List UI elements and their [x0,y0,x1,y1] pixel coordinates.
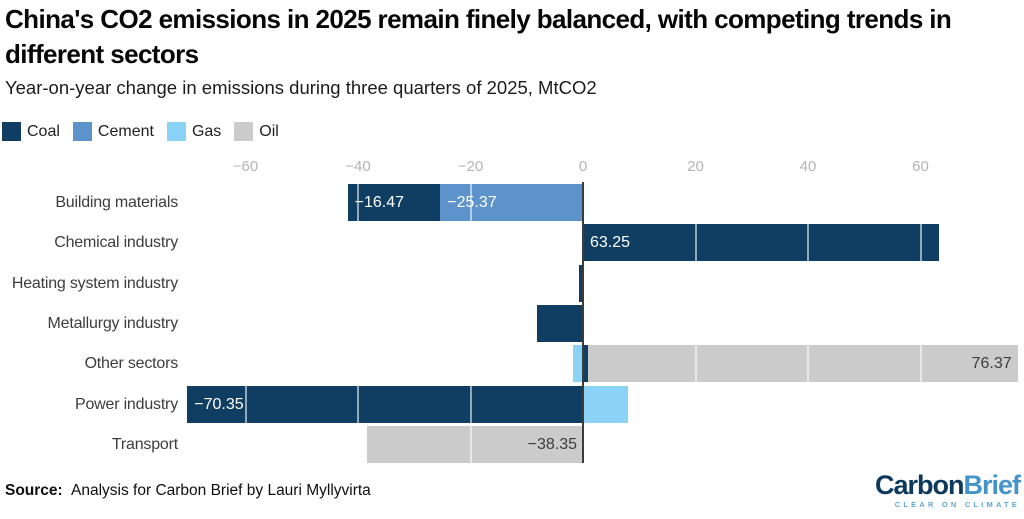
bar-segment-coal [583,345,589,383]
chart-subtitle: Year-on-year change in emissions during … [5,77,597,98]
bar-segment-coal [579,264,583,302]
source-note: Source: Analysis for Carbon Brief by Lau… [5,482,371,500]
gridline [357,182,359,463]
zero-axis-line [582,182,584,463]
source-label: Source: [5,482,63,499]
carbonbrief-logo: CarbonBrief CLEAR ON CLIMATE [874,470,1021,510]
legend: Coal Cement Gas Oil [2,122,279,141]
category-label: Transport [111,435,178,453]
gridline [244,182,247,463]
x-axis-tick: 40 [799,158,817,175]
category-label: Heating system industry [11,274,178,292]
bar-value-label: 63.25 [590,234,631,252]
legend-swatch-oil-icon [234,122,254,141]
category-label: Metallurgy industry [47,314,179,332]
chart-title: China's CO2 emissions in 2025 remain fin… [5,2,952,72]
bar-segment-coal [583,224,939,262]
legend-label: Oil [259,122,279,140]
category-label: Power industry [74,395,178,413]
logo-tagline: CLEAR ON CLIMATE [894,500,1020,509]
bar-value-label: 76.37 [971,355,1012,373]
chart-title-line1: China's CO2 emissions in 2025 remain fin… [5,4,952,34]
gridline [919,182,922,463]
bar-segment-coal [187,385,583,423]
gridline [469,182,472,463]
bar-value-label: −38.35 [527,435,577,453]
bar-segment-cement [440,184,583,221]
category-label: Building materials [55,194,178,211]
legend-label: Gas [191,122,222,140]
chart-title-line2: different sectors [5,39,199,69]
bar-value-label: −70.35 [194,395,244,413]
bar-segment-gas [572,345,583,383]
x-axis-tick: 0 [578,158,588,175]
legend-swatch-gas-icon [166,122,186,141]
legend-label: Coal [27,122,60,140]
legend-swatch-cement-icon [72,122,92,141]
x-axis-tick: 20 [687,158,704,175]
logo-brief: Brief [963,470,1021,500]
source-text: Analysis for Carbon Brief by Lauri Mylly… [71,482,371,499]
bar-segment-gas [583,385,628,423]
category-label: Chemical industry [54,234,178,252]
x-axis-tick: −20 [457,158,484,175]
carbonbrief-wordmark: CarbonBrief [874,470,1021,500]
legend-item-cement: Cement [72,122,154,141]
bar-segment-oil [367,425,583,463]
legend-item-gas: Gas [166,122,222,141]
bar-segment-oil [588,345,1018,383]
logo-carbon: Carbon [874,470,964,500]
x-axis-tick: 60 [912,158,929,175]
legend-item-oil: Oil [234,122,279,141]
legend-item-coal: Coal [2,122,60,141]
plot-area: −60 −40 −20 0 20 40 60 Building materials −16.47… [0,155,1024,467]
bar-segment-coal [536,304,583,342]
gridline [694,182,697,463]
category-label: Other sectors [84,355,179,373]
x-axis-tick: −60 [232,158,259,175]
x-axis-tick: −40 [345,158,371,175]
bar-value-label: −16.47 [354,194,405,211]
legend-swatch-coal-icon [2,122,21,141]
gridline [807,182,809,463]
legend-label: Cement [97,122,154,140]
bar-value-label: −25.37 [447,194,497,211]
bar-segment-coal [347,184,441,221]
